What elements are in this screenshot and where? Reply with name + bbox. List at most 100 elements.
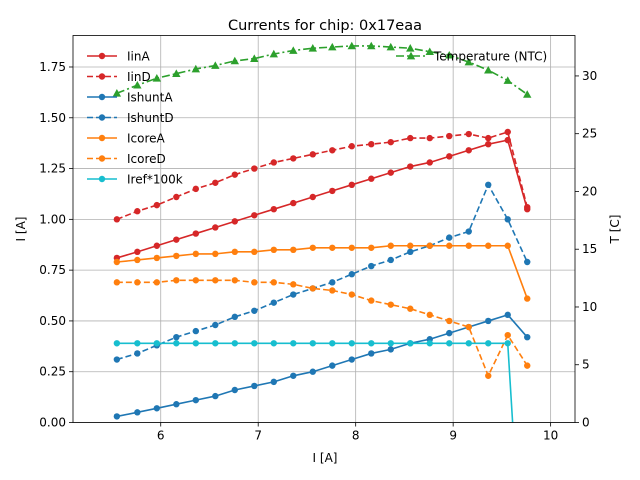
data-point — [426, 340, 433, 347]
data-point — [290, 372, 297, 379]
data-point — [484, 65, 493, 74]
data-point — [231, 218, 239, 225]
data-point — [426, 159, 433, 166]
legend-label: IshuntA — [127, 91, 173, 105]
data-point — [309, 244, 316, 251]
data-point — [251, 307, 258, 314]
data-point — [192, 185, 200, 193]
data-point — [113, 413, 121, 420]
data-point — [270, 246, 277, 254]
data-point — [134, 350, 141, 357]
data-point — [173, 277, 180, 284]
series-line — [116, 45, 528, 96]
data-point — [407, 248, 414, 256]
data-point — [386, 42, 395, 51]
data-point — [98, 93, 106, 101]
data-point — [230, 56, 240, 65]
x-tick-label: 7 — [254, 429, 262, 443]
y2-tick-label: 15 — [582, 242, 597, 256]
data-point — [368, 140, 375, 148]
data-point — [504, 340, 511, 347]
data-point — [133, 80, 142, 89]
data-point — [446, 132, 453, 140]
data-point — [270, 378, 277, 386]
data-point — [231, 313, 239, 321]
data-point — [387, 242, 394, 249]
data-point — [426, 311, 433, 319]
data-point — [290, 281, 297, 288]
data-point — [173, 340, 180, 347]
data-point — [270, 159, 277, 166]
series-line — [116, 184, 528, 361]
legend-label: IshuntD — [127, 111, 174, 125]
data-point — [446, 340, 453, 347]
data-point — [465, 130, 472, 138]
legend-label: IinD — [127, 70, 151, 84]
data-point — [368, 350, 375, 357]
data-point — [387, 256, 394, 264]
x-tick-label: 10 — [543, 429, 558, 443]
y-tick-label: 0.50 — [39, 314, 66, 328]
data-point — [251, 279, 258, 286]
data-point — [348, 291, 355, 298]
data-point — [387, 346, 394, 353]
series-line — [116, 279, 528, 377]
data-point — [406, 44, 415, 52]
data-point — [367, 41, 376, 50]
data-point — [329, 187, 336, 195]
data-point — [523, 90, 532, 98]
data-point — [270, 279, 277, 286]
series-temperature-ntc- — [112, 41, 532, 98]
data-point — [387, 169, 394, 176]
data-point — [153, 340, 161, 347]
data-point — [191, 64, 201, 73]
data-point — [309, 368, 316, 375]
data-point — [485, 317, 492, 325]
data-point — [251, 340, 258, 347]
data-point — [98, 175, 106, 183]
data-point — [153, 405, 161, 412]
x-tick-label: 6 — [157, 429, 165, 443]
y-tick-label: 0.75 — [39, 263, 66, 277]
y-tick-label: 1.50 — [39, 111, 66, 125]
data-point — [485, 372, 492, 379]
data-point — [524, 362, 531, 369]
series-line — [116, 139, 529, 259]
data-point — [485, 140, 492, 148]
data-point — [368, 340, 375, 347]
data-point — [173, 333, 180, 341]
data-point — [446, 153, 453, 160]
data-point — [465, 228, 472, 235]
x-tick-label: 8 — [352, 429, 360, 443]
data-point — [113, 279, 121, 286]
data-point — [465, 242, 472, 249]
data-point — [348, 271, 355, 278]
data-point — [212, 340, 219, 347]
legend-label: IcoreD — [127, 152, 166, 166]
data-point — [231, 277, 239, 284]
data-point — [153, 279, 161, 286]
data-point — [152, 74, 162, 82]
y2-axis-label: T [C] — [608, 215, 622, 245]
data-point — [251, 165, 258, 172]
data-point — [134, 248, 141, 256]
y-tick-label: 0.00 — [39, 416, 66, 430]
data-point — [290, 291, 297, 298]
data-point — [445, 50, 454, 59]
data-point — [153, 254, 161, 262]
data-point — [407, 134, 414, 142]
legend-label: Iref*100k — [127, 173, 183, 187]
data-point — [113, 216, 121, 223]
data-point — [173, 193, 180, 201]
data-point — [212, 224, 219, 231]
y2-tick-label: 25 — [582, 127, 597, 141]
data-point — [172, 69, 181, 77]
data-point — [98, 134, 106, 142]
data-point — [192, 230, 200, 237]
data-point — [368, 244, 375, 251]
data-point — [134, 208, 141, 215]
series-line — [116, 314, 528, 418]
data-point — [329, 287, 336, 294]
data-point — [153, 242, 161, 249]
data-point — [368, 262, 375, 270]
